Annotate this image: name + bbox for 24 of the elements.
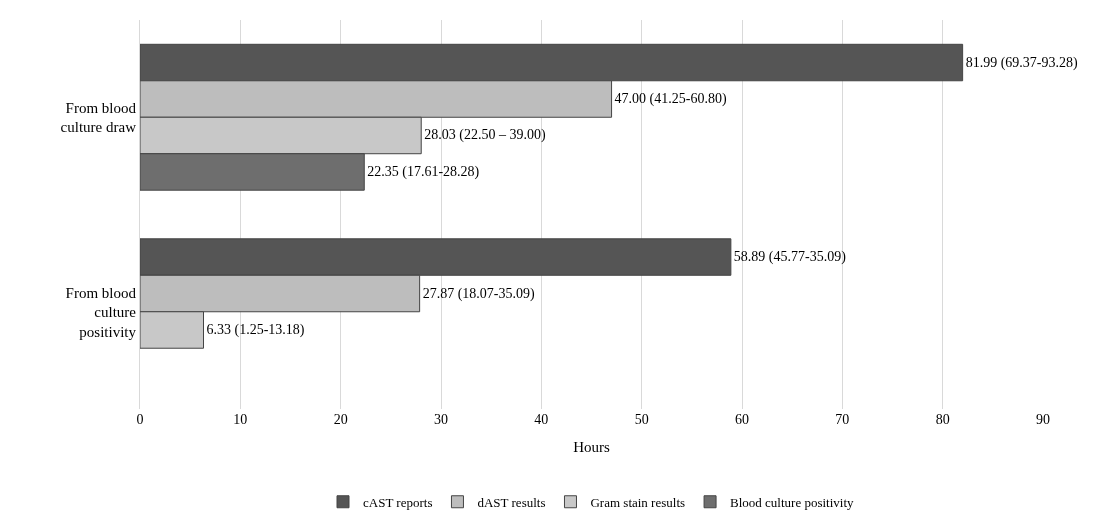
data-label: 22.35 (17.61-28.28) bbox=[367, 163, 480, 180]
y-tick-label: From blood culture positivity bbox=[65, 284, 137, 340]
x-tick-label: 60 bbox=[735, 412, 749, 427]
legend-label: Gram stain results bbox=[590, 494, 686, 510]
data-label: 58.89 (45.77-35.09) bbox=[733, 249, 847, 266]
x-tick-label: 30 bbox=[434, 412, 448, 427]
x-tick-label: 0 bbox=[136, 412, 144, 427]
x-tick-label: 70 bbox=[835, 412, 850, 427]
x-tick-label: 20 bbox=[333, 412, 348, 427]
x-tick-label: 90 bbox=[1036, 412, 1050, 427]
x-tick-label: 10 bbox=[233, 412, 248, 427]
x-axis-title: Hours bbox=[573, 439, 610, 455]
y-tick-label: From blood culture draw bbox=[60, 99, 137, 136]
data-label: 28.03 (22.50 – 39.00) bbox=[424, 127, 546, 144]
legend-label: dAST results bbox=[477, 494, 546, 510]
data-label: 27.87 (18.07-35.09) bbox=[422, 285, 535, 302]
legend-label: cAST reports bbox=[363, 494, 433, 510]
legend-label: Blood culture positivity bbox=[730, 494, 855, 510]
data-label: 47.00 (41.25-60.80) bbox=[614, 91, 727, 108]
x-tick-label: 80 bbox=[935, 412, 950, 427]
data-label: 6.33 (1.25-13.18) bbox=[206, 321, 305, 338]
data-label: 81.99 (69.37-93.28) bbox=[965, 54, 1078, 71]
x-tick-label: 50 bbox=[634, 412, 649, 427]
x-tick-label: 40 bbox=[534, 412, 549, 427]
